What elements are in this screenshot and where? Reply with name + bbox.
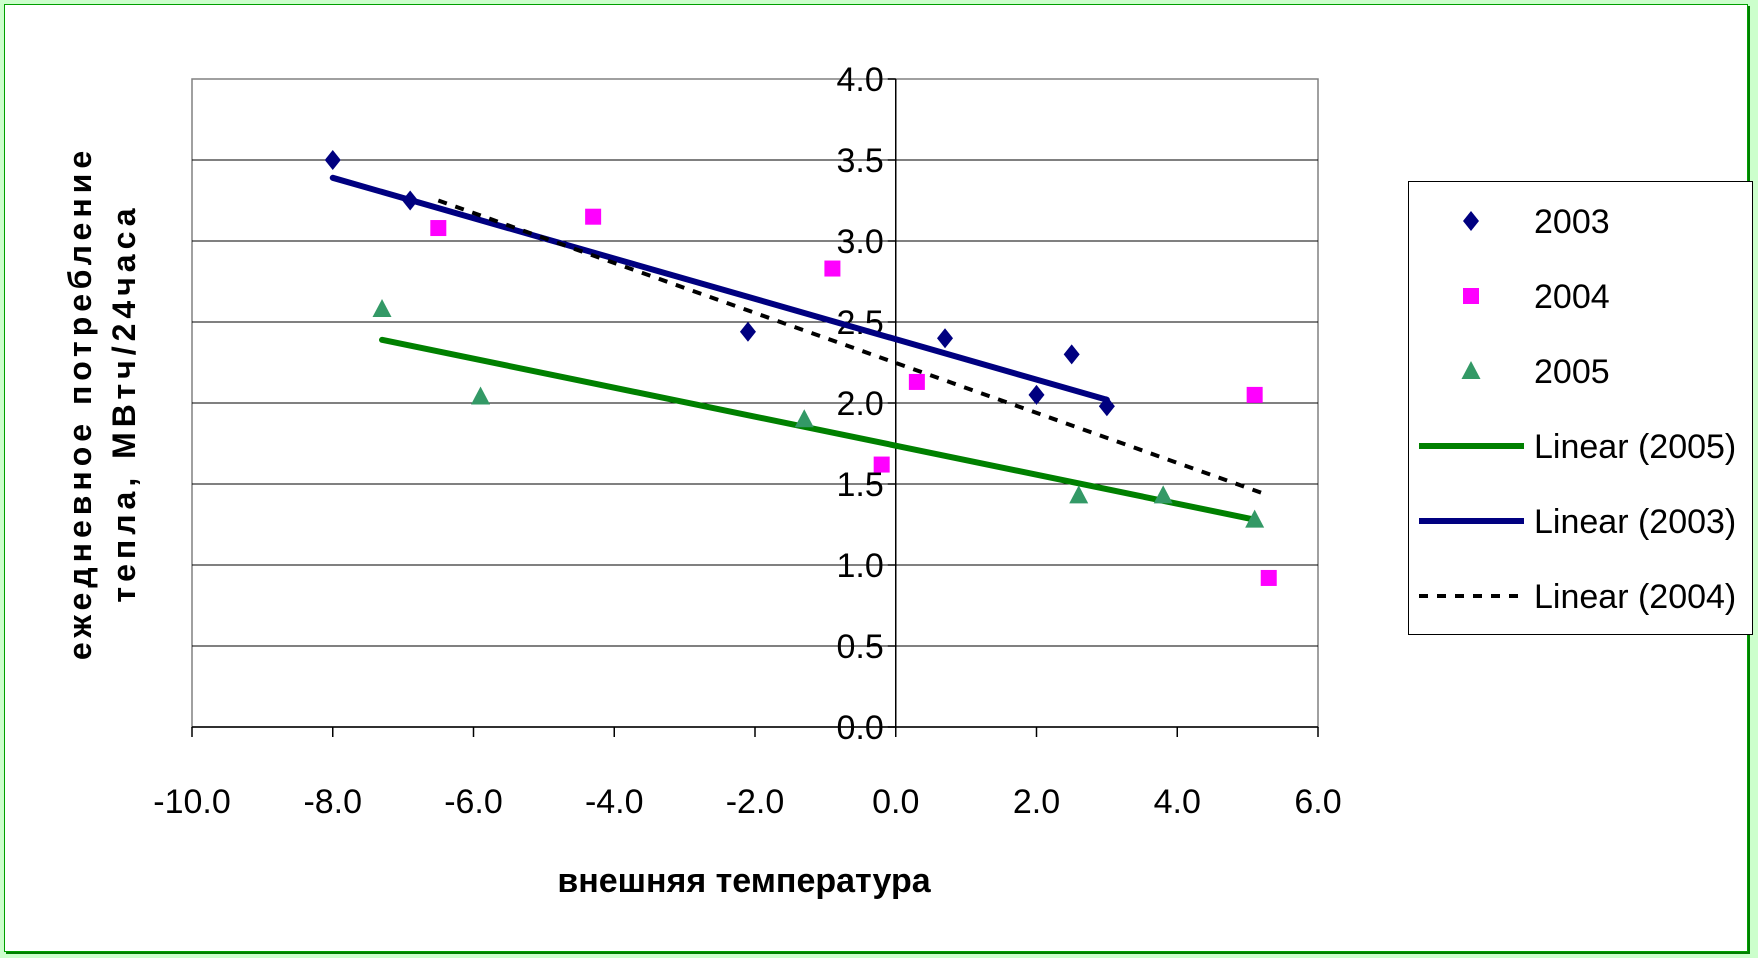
legend-item: 2005 [1461,353,1610,391]
y-tick-label: 0.5 [836,628,883,666]
data-point-square [873,456,890,473]
trendline [437,198,1270,498]
y-axis-title: ежедневное потребление тепла, МВтч/24часа [62,146,142,660]
y-tick-label: 1.0 [836,547,883,585]
data-point-diamond [402,190,419,211]
data-point-triangle [471,386,491,405]
trendline [329,174,1110,403]
x-tick-label: 2.0 [1013,783,1060,821]
y-tick-label: 2.0 [836,385,883,423]
plot-area: -10.0 -8.0 -6.0 -4.0 -2.0 0.0 2.0 4.0 6.0 0.0 0.5 1… [153,61,1341,821]
x-tick-label: -8.0 [303,783,362,821]
y-axis-title-line-1: ежедневное потребление [62,146,98,660]
legend-label: 2005 [1534,353,1610,391]
legend-label: Linear (2003) [1534,503,1736,541]
x-tick-label: -10.0 [153,783,231,821]
x-tick-label: -2.0 [726,783,785,821]
data-point-square [585,208,602,225]
legend-item: Linear (2003) [1419,503,1736,541]
data-point-triangle [1069,485,1089,504]
y-tick-label: 4.0 [836,61,883,99]
x-tick-label: -4.0 [585,783,644,821]
legend-item: 2003 [1463,203,1610,241]
data-point-square [908,373,925,390]
data-point-square [1246,386,1263,403]
legend-label: 2003 [1534,203,1610,241]
data-point-square [430,220,447,237]
legend-item: Linear (2005) [1419,428,1736,466]
data-point-diamond [1098,396,1115,417]
data-point-diamond [1463,211,1479,231]
legend-item: Linear (2004) [1419,578,1736,616]
data-point-square [1463,288,1479,304]
data-point-diamond [1028,384,1045,405]
legend-label: 2004 [1534,278,1610,316]
x-tick-label: 4.0 [1154,783,1201,821]
legend-item: 2004 [1463,278,1610,316]
x-tick-label: 6.0 [1294,783,1341,821]
data-point-triangle [1461,361,1481,379]
legend-label: Linear (2005) [1534,428,1736,466]
legend: 2003 2004 2005 Linear (2005) Linear (2003) Li… [1408,181,1753,635]
data-point-triangle [794,409,814,428]
data-point-square [1260,569,1277,586]
data-point-square [824,260,841,277]
chart-frame: -10.0 -8.0 -6.0 -4.0 -2.0 0.0 2.0 4.0 6.0 0.0 0.5 1… [4,4,1753,952]
x-axis-title: внешняя температура [557,862,931,900]
x-tick-label: 0.0 [872,783,919,821]
data-point-diamond [1063,344,1080,365]
y-tick-label: 3.5 [836,142,883,180]
data-point-diamond [937,328,954,349]
y-tick-label: 0.0 [836,709,883,747]
y-axis-title-line-2: тепла, МВтч/24часа [106,203,142,602]
data-point-triangle [1153,485,1173,504]
trendline [379,336,1258,523]
data-point-triangle [372,299,392,318]
y-tick-label: 3.0 [836,223,883,261]
chart-svg: -10.0 -8.0 -6.0 -4.0 -2.0 0.0 2.0 4.0 6.0 0.0 0.5 1… [62,61,1342,900]
data-point-diamond [324,150,341,170]
data-point-diamond [739,321,756,342]
x-tick-label: -6.0 [444,783,503,821]
data-point-triangle [1245,509,1265,528]
legend-label: Linear (2004) [1534,578,1736,616]
